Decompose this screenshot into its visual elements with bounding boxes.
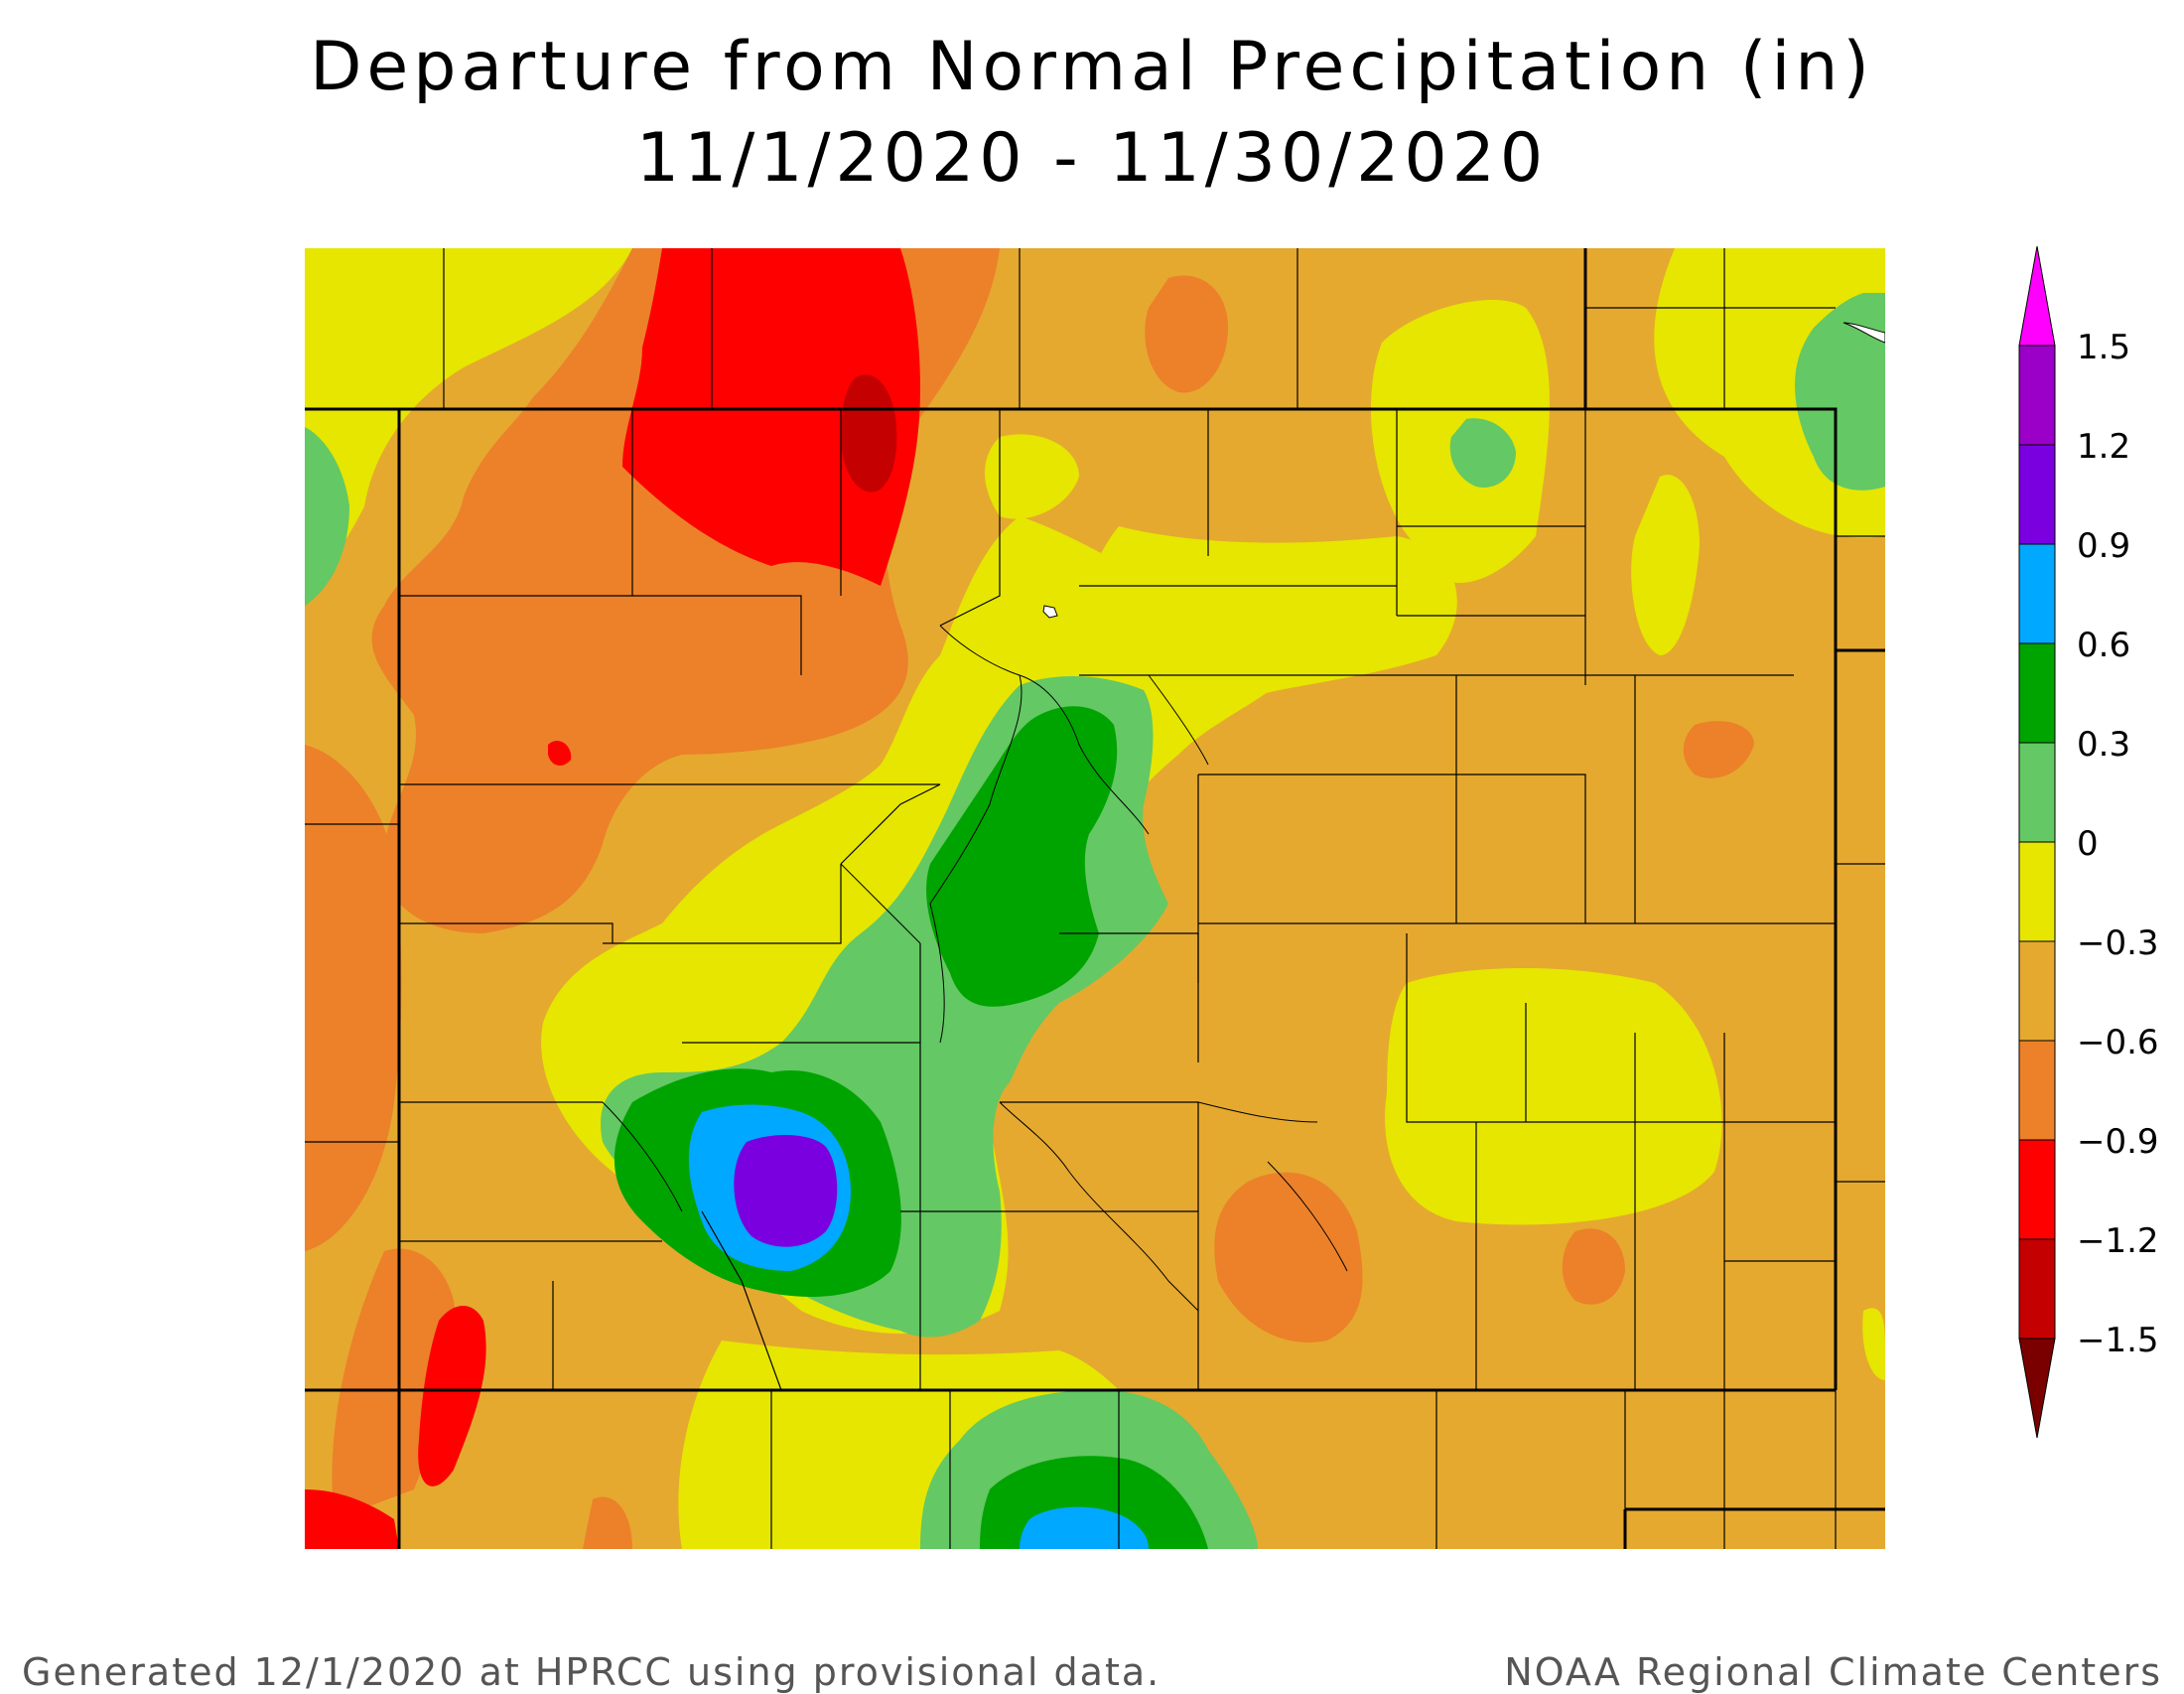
irregular-boundaries	[602, 625, 1348, 1312]
legend-label: 0.6	[2077, 626, 2131, 665]
color-legend	[2018, 246, 2056, 1439]
legend-label: 0.3	[2077, 725, 2131, 765]
legend-label: 0	[2077, 824, 2099, 864]
legend-top-arrow	[2018, 246, 2056, 347]
legend-label: −0.3	[2077, 923, 2159, 963]
legend-label: 1.5	[2077, 328, 2131, 367]
generated-note: Generated 12/1/2020 at HPRCC using provi…	[22, 1650, 1161, 1694]
map-date-range: 11/1/2020 - 11/30/2020	[635, 119, 1549, 198]
legend-label: 0.9	[2077, 526, 2131, 566]
precipitation-map	[305, 248, 1885, 1549]
county-boundaries	[305, 248, 1885, 1549]
legend-label: −0.9	[2077, 1122, 2159, 1162]
legend-swatches	[2018, 345, 2056, 1340]
map-title: Departure from Normal Precipitation (in)	[310, 28, 1874, 106]
legend-label: 1.2	[2077, 427, 2131, 467]
contour-red	[305, 248, 920, 1549]
water-bodies	[1042, 322, 1885, 619]
legend-bottom-arrow	[2018, 1338, 2056, 1439]
contour-darkred	[841, 374, 897, 493]
contour-purple	[734, 1135, 838, 1247]
legend-label: −0.6	[2077, 1023, 2159, 1062]
credit-note: NOAA Regional Climate Centers	[1504, 1650, 2162, 1694]
legend-label: −1.5	[2077, 1321, 2159, 1360]
legend-label: −1.2	[2077, 1221, 2159, 1261]
